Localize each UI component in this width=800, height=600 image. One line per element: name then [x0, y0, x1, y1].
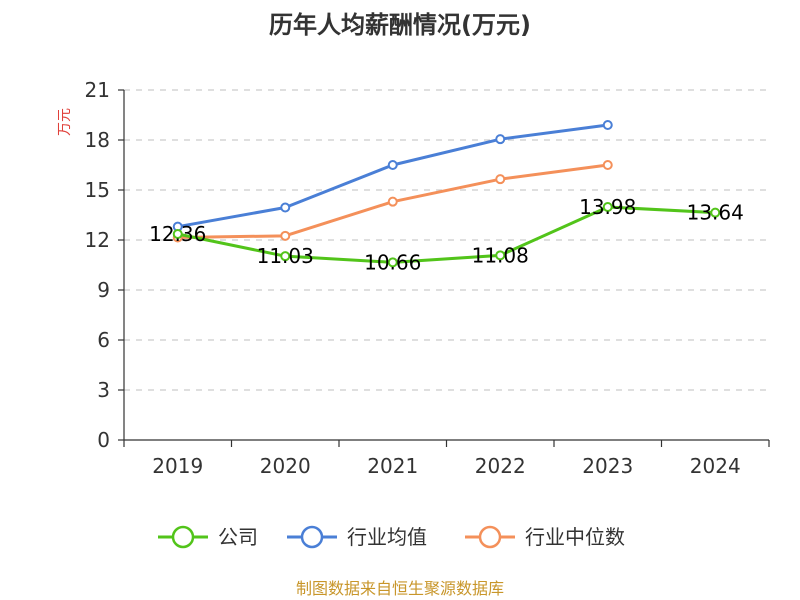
data-label: 11.03: [257, 244, 314, 268]
y-tick-label: 21: [85, 78, 110, 102]
series-line: [177, 205, 716, 264]
data-label: 10.66: [364, 250, 421, 274]
data-point: [280, 251, 291, 262]
y-tick-label: 12: [85, 228, 110, 252]
data-point: [387, 257, 398, 268]
legend-swatch-marker: [478, 525, 502, 549]
y-axis-label: 万元: [57, 108, 73, 136]
data-label: 13.98: [579, 195, 636, 219]
legend: 公司 行业均值 行业中位数: [158, 525, 625, 549]
data-point: [387, 160, 398, 170]
data-point: [602, 160, 613, 170]
y-tick-labels: 0 3 6 9 12 15 18 21: [85, 78, 110, 452]
data-point: [280, 202, 291, 213]
data-label: 12.36: [149, 222, 206, 246]
x-tick-label: 2023: [582, 454, 633, 478]
data-point: [495, 250, 506, 261]
legend-item: 行业均值: [287, 525, 427, 549]
y-tick-label: 0: [97, 428, 110, 452]
x-tick-label: 2019: [152, 454, 203, 478]
legend-label: 行业均值: [347, 525, 427, 549]
series-2: [172, 160, 613, 243]
y-tick-label: 15: [85, 178, 110, 202]
x-tick-label: 2024: [690, 454, 741, 478]
x-tick-label: 2022: [475, 454, 526, 478]
x-tick-labels: 2019 2020 2021 2022 2023 2024: [152, 454, 740, 478]
data-labels: 12.36 11.03 10.66 11.08 13.98 13.64: [149, 195, 744, 274]
legend-swatch-marker: [300, 525, 324, 549]
data-point: [602, 202, 613, 212]
data-label: 13.64: [687, 201, 744, 225]
data-point: [387, 196, 398, 207]
series-1: [172, 120, 613, 232]
axes: [118, 89, 770, 447]
source-note: 制图数据来自恒生聚源数据库: [296, 579, 504, 598]
x-tick-label: 2021: [367, 454, 418, 478]
series-0: [172, 202, 721, 268]
series-lines: [172, 120, 721, 268]
data-point: [710, 207, 721, 218]
y-tick-label: 18: [85, 128, 110, 152]
data-point: [495, 134, 506, 145]
data-point: [172, 229, 183, 239]
y-tick-label: 3: [97, 378, 110, 402]
legend-label: 行业中位数: [525, 525, 625, 549]
legend-swatch-marker: [171, 525, 195, 549]
data-label: 11.08: [472, 243, 529, 267]
x-tick-label: 2020: [260, 454, 311, 478]
data-point: [602, 120, 613, 130]
chart-title: 历年人均薪酬情况(万元): [269, 11, 531, 39]
legend-item: 公司: [158, 525, 258, 549]
legend-item: 行业中位数: [465, 525, 625, 549]
data-point: [495, 174, 506, 185]
y-tick-label: 9: [97, 278, 110, 302]
data-point: [280, 230, 291, 241]
legend-label: 公司: [218, 525, 258, 549]
y-tick-label: 6: [97, 328, 110, 352]
gridlines: [124, 89, 769, 391]
